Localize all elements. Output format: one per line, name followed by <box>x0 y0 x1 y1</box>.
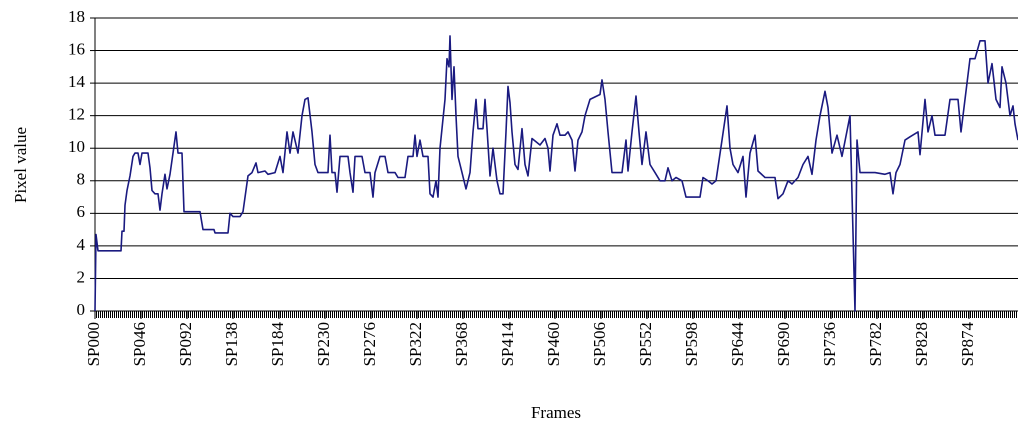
x-tick-label: SP782 <box>866 322 885 366</box>
y-tick-label: 4 <box>77 235 86 254</box>
x-tick-label: SP552 <box>636 322 655 366</box>
x-tick-label: SP460 <box>544 322 563 366</box>
x-tick-label: SP138 <box>222 322 241 366</box>
x-tick-label: SP690 <box>774 322 793 366</box>
x-tick-label: SP598 <box>682 322 701 366</box>
x-tick-label: SP736 <box>820 322 839 366</box>
x-tick-label: SP322 <box>406 322 425 366</box>
x-tick-label: SP644 <box>728 322 747 367</box>
y-tick-label: 8 <box>77 170 86 189</box>
y-axis-label: Pixel value <box>11 127 30 203</box>
minor-ticks <box>95 311 1018 318</box>
x-tick-label: SP506 <box>590 322 609 366</box>
x-tick-label: SP000 <box>84 322 103 366</box>
x-tick-label: SP092 <box>176 322 195 366</box>
y-tick-label: 6 <box>77 202 86 221</box>
y-tick-label: 14 <box>68 72 86 91</box>
y-tick-label: 10 <box>68 137 85 156</box>
y-tick-label: 2 <box>77 267 86 286</box>
x-tick-label: SP184 <box>268 322 287 367</box>
y-tick-label: 0 <box>77 300 86 319</box>
y-tick-label: 12 <box>68 105 85 124</box>
x-tick-label: SP046 <box>130 322 149 366</box>
data-line <box>94 35 1018 312</box>
x-tick-label: SP414 <box>498 322 517 367</box>
y-tick-label: 16 <box>68 39 85 58</box>
x-tick-label: SP230 <box>314 322 333 366</box>
x-tick-label: SP368 <box>452 322 471 366</box>
y-tick-label: 18 <box>68 7 85 26</box>
x-tick-label: SP828 <box>912 322 931 366</box>
x-tick-label: SP874 <box>958 322 977 367</box>
x-tick-label: SP276 <box>360 322 379 366</box>
x-axis-label: Frames <box>531 403 581 422</box>
